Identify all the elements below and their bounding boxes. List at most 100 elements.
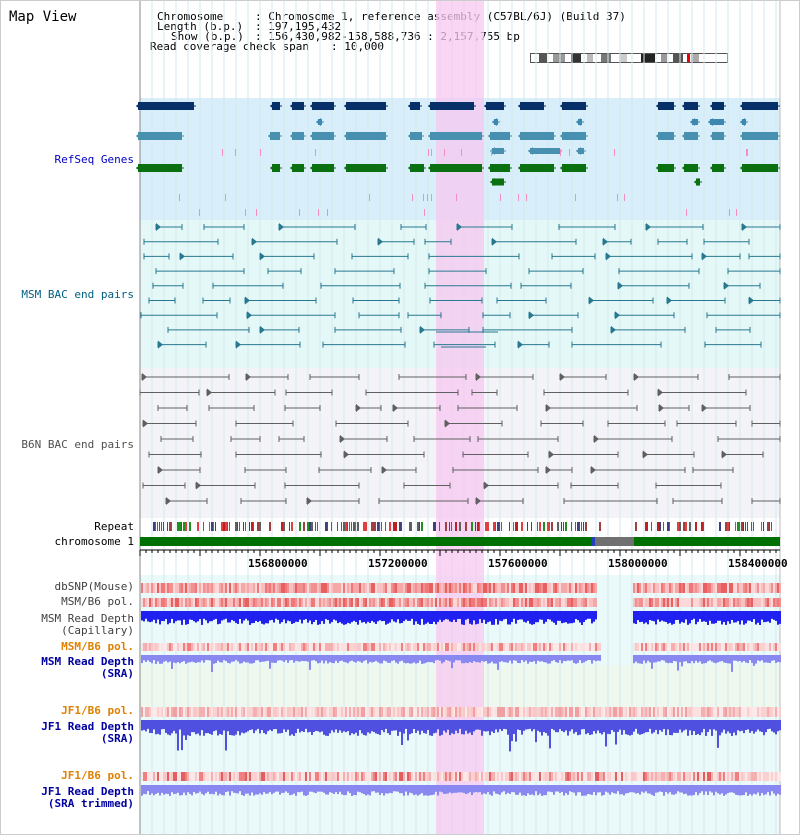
heat-cell <box>729 583 731 593</box>
heat-cell <box>253 643 255 651</box>
heat-cell <box>677 643 679 651</box>
depth-bar <box>689 720 691 731</box>
depth-bar <box>151 655 153 664</box>
heat-cell <box>433 772 435 781</box>
heat-cell <box>301 598 303 607</box>
heat-cell <box>241 583 243 593</box>
depth-bar <box>181 611 183 625</box>
depth-bar <box>617 720 619 732</box>
heat-cell <box>377 772 379 781</box>
heat-cell <box>741 643 743 651</box>
depth-bar <box>317 655 319 664</box>
heat-cell <box>779 772 781 781</box>
depth-bar <box>377 785 379 793</box>
heat-cell <box>249 583 251 593</box>
b6n-bac-label[interactable]: B6N BAC end pairs <box>21 438 134 451</box>
repeat-label[interactable]: Repeat <box>94 520 134 533</box>
heat-cell <box>329 772 331 781</box>
depth-bar <box>537 720 539 731</box>
depth-bar <box>163 611 165 622</box>
heat-cell <box>179 583 181 593</box>
jf1-read-depth-sra-label[interactable]: JF1 Read Depth <box>41 720 134 733</box>
heat-cell <box>205 707 207 717</box>
heat-cell <box>317 772 319 781</box>
depth-bar <box>157 785 159 793</box>
heat-cell <box>425 583 427 593</box>
heat-cell <box>491 598 493 607</box>
depth-bar <box>719 720 721 736</box>
depth-bar <box>615 785 617 794</box>
depth-bar <box>391 655 393 661</box>
depth-bar <box>575 720 577 732</box>
depth-bar <box>447 611 449 620</box>
bac-pair-marker <box>279 223 284 231</box>
heat-cell <box>653 598 655 607</box>
heat-cell <box>461 598 463 607</box>
heat-cell <box>739 772 741 781</box>
heat-cell <box>405 707 407 717</box>
depth-bar <box>761 785 763 794</box>
heat-cell <box>547 643 549 651</box>
heat-cell <box>445 598 447 607</box>
heat-cell <box>551 598 553 607</box>
msm-b6-pol-label-1[interactable]: MSM/B6 pol. <box>61 595 134 608</box>
depth-bar <box>409 785 411 793</box>
heat-cell <box>693 598 695 607</box>
depth-bar <box>665 720 667 736</box>
heat-cell <box>355 643 357 651</box>
heat-cell <box>659 772 661 781</box>
heat-cell <box>309 583 311 593</box>
heat-cell <box>271 598 273 607</box>
depth-bar <box>487 720 489 732</box>
msm-read-depth-sra-label[interactable]: MSM Read Depth <box>41 655 134 668</box>
heat-cell <box>551 643 553 651</box>
jf1-b6-pol-label-1[interactable]: JF1/B6 pol. <box>61 704 134 717</box>
heat-cell <box>323 772 325 781</box>
depth-bar <box>723 785 725 796</box>
heat-cell <box>447 583 449 593</box>
heat-cell <box>427 583 429 593</box>
depth-bar <box>613 785 615 794</box>
heat-cell <box>471 707 473 717</box>
gene-exon <box>486 102 504 110</box>
heat-cell <box>503 772 505 781</box>
heat-cell <box>415 598 417 607</box>
depth-bar <box>299 785 301 793</box>
heat-cell <box>775 583 777 593</box>
depth-bar <box>509 655 511 661</box>
depth-bar <box>701 720 703 733</box>
repeat-mark <box>327 522 328 531</box>
depth-bar <box>237 785 239 794</box>
heat-cell <box>397 707 399 717</box>
dbsnp-label[interactable]: dbSNP(Mouse) <box>54 580 134 593</box>
heat-cell <box>479 643 481 651</box>
depth-bar <box>397 611 399 620</box>
heat-cell <box>693 583 695 593</box>
heat-cell <box>733 707 735 717</box>
depth-bar <box>483 655 485 662</box>
heat-cell <box>287 583 289 593</box>
heat-cell <box>551 772 553 781</box>
heat-cell <box>175 772 177 781</box>
depth-bar <box>693 785 695 796</box>
repeat-mark <box>751 522 752 531</box>
heat-cell <box>381 583 383 593</box>
depth-bar <box>587 720 589 734</box>
msm-bac-label[interactable]: MSM BAC end pairs <box>21 288 134 301</box>
heat-cell <box>729 772 731 781</box>
refseq-genes-label[interactable]: RefSeq Genes <box>54 153 134 166</box>
msm-b6-pol-label-2[interactable]: MSM/B6 pol. <box>61 640 134 653</box>
heat-cell <box>491 643 493 651</box>
heat-cell <box>453 598 455 607</box>
bac-pair-marker <box>529 311 534 320</box>
jf1-read-depth-trim-label[interactable]: JF1 Read Depth <box>41 785 134 798</box>
bac-pair-marker <box>724 281 729 290</box>
msm-read-depth-capillary-label[interactable]: MSM Read Depth <box>41 612 134 625</box>
heat-cell <box>325 583 327 593</box>
repeat-mark <box>745 522 746 531</box>
depth-bar <box>253 785 255 796</box>
heat-cell <box>779 643 781 651</box>
heat-cell <box>319 583 321 593</box>
jf1-b6-pol-label-2[interactable]: JF1/B6 pol. <box>61 769 134 782</box>
